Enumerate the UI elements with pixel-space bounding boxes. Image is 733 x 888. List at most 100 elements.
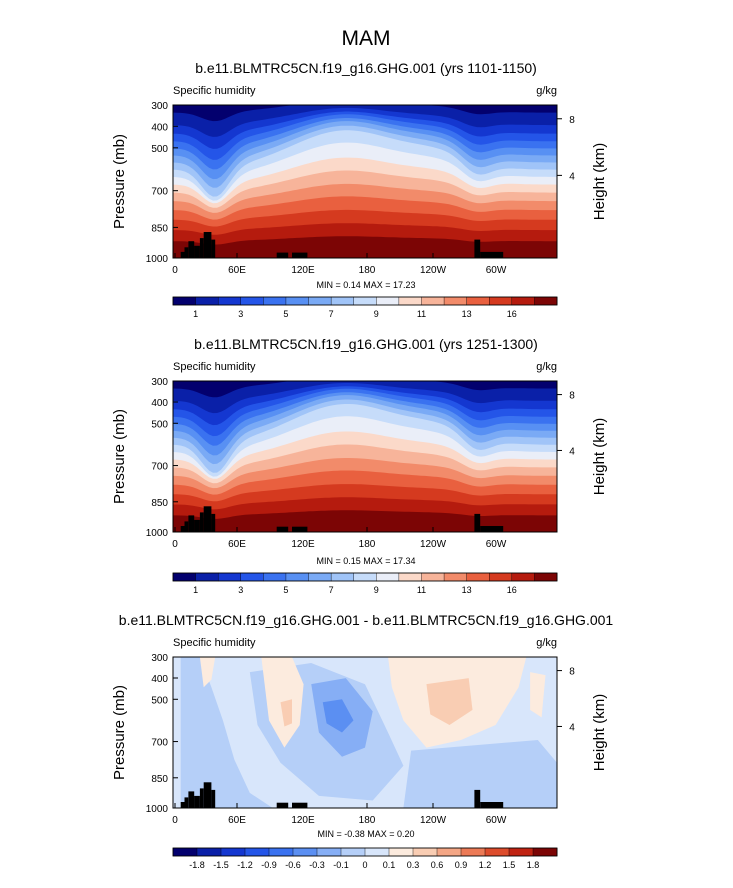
y-axis-title: Pressure (mb) [111,685,128,780]
colorbar-swatch [340,847,366,857]
colorbar-label: -1.2 [237,860,253,870]
topography-surface [211,239,216,258]
colorbar-frame [172,296,558,306]
y-tick-label: 400 [151,674,168,685]
colorbar-label: 0.3 [407,860,420,870]
colorbar-swatch [217,572,242,582]
colorbar-label: 1 [193,309,198,319]
topography-surface [292,802,308,808]
diff-region-negative [180,657,273,808]
topography-surface [474,789,481,808]
colorbar-swatch [217,296,242,306]
colorbar-swatch [364,847,390,857]
colorbar-frame [172,572,558,582]
topography-surface [292,252,308,258]
y-tick-label: 850 [151,498,168,509]
colorbar-label: 5 [283,585,288,595]
colorbar-swatch [353,572,377,582]
colorbar-swatch [534,572,558,582]
colorbar-swatch [484,847,510,857]
topography-surface [180,802,185,808]
colorbar-swatch [489,296,513,306]
diff-region-positive [426,678,473,725]
page-title: MAM [342,27,391,50]
diff-region-negative [403,740,557,808]
colorbar-swatch [172,847,198,857]
colorbar: 1 3 5 7 9 11 13 16 [172,296,558,319]
colorbar-swatch [489,572,513,582]
colorbar-swatch [244,847,270,857]
colorbar-swatch [534,296,558,306]
topography-surface [184,247,189,258]
topography-surface [188,515,195,532]
colorbar-label: 1 [193,585,198,595]
diff-region-positive [530,672,546,718]
colorbar-swatch [508,847,534,857]
min-max-stats: MIN = 0.14 MAX = 17.23 [316,280,415,290]
y-axis-title-right: Height (km) [591,694,608,772]
chart-title: b.e11.BLMTRC5CN.f19_g16.GHG.001 (yrs 125… [194,336,538,352]
height-tick-label: 4 [569,722,575,733]
colorbar-swatch [240,296,264,306]
colorbar-swatch [268,847,294,857]
x-tick-label: 0 [172,265,178,276]
y-tick-label: 400 [151,398,168,409]
x-tick-label: 60W [486,815,507,826]
x-tick-label: 180 [359,265,376,276]
height-tick-label: 4 [569,446,575,457]
topography-surface [292,526,308,532]
colorbar-swatch [532,847,558,857]
x-tick-label: 120W [420,539,447,550]
colorbar-swatch [330,296,355,306]
height-tick-label: 8 [569,115,575,126]
topography-surface [184,521,189,532]
colorbar-label: 0.6 [431,860,444,870]
colorbar-swatch [308,572,332,582]
y-tick-label: 850 [151,223,168,234]
colorbar-label: 11 [417,585,426,595]
colorbar-label: 3 [238,585,243,595]
y-tick-label: 500 [151,419,168,430]
topography-surface [203,232,212,258]
colorbar-swatch [172,572,197,582]
x-tick-label: 180 [359,815,376,826]
colorbar-label: 7 [329,585,334,595]
colorbar-swatch [398,572,422,582]
y-tick-label: 1000 [146,528,169,539]
colorbar-label: 16 [507,309,517,319]
y-tick-label: 700 [151,187,168,198]
colorbar-label: 13 [462,309,472,319]
colorbar: 1 3 5 7 9 11 13 16 [172,572,558,595]
chart-title: b.e11.BLMTRC5CN.f19_g16.GHG.001 - b.e11.… [119,612,614,628]
topography-surface [199,788,204,808]
topography-surface [180,251,185,258]
chart-panel: b.e11.BLMTRC5CN.f19_g16.GHG.001 (yrs 110… [111,60,608,290]
colorbar-swatch [466,296,490,306]
colorbar-swatch [220,847,246,857]
humidity-band [173,236,557,258]
colorbar-label: -0.6 [285,860,301,870]
y-tick-label: 300 [151,653,168,664]
colorbar-swatch [460,847,486,857]
x-tick-label: 60W [486,265,507,276]
diff-region-negative [322,699,354,733]
colorbar: -1.8 -1.5 -1.2 -0.9 -0.6 -0.3 -0.1 0 0.1 0.3 0.6 0.… [172,847,558,870]
topography-surface [203,782,212,808]
colorbar-swatch [421,296,445,306]
colorbar-swatch [436,847,462,857]
colorbar-swatch [240,572,264,582]
colorbar-swatch [285,296,310,306]
topography-surface [203,506,212,532]
diff-region-positive [280,699,292,727]
plot-frame [172,104,558,259]
topography-surface [188,791,195,808]
topography-surface [276,802,289,808]
min-max-stats: MIN = -0.38 MAX = 0.20 [317,829,414,839]
x-tick-label: 120E [291,265,315,276]
colorbar-swatch [316,847,342,857]
diff-region-positive [199,657,216,688]
y-tick-label: 300 [151,377,168,388]
colorbar-swatch [263,296,287,306]
topography-surface [211,513,216,532]
